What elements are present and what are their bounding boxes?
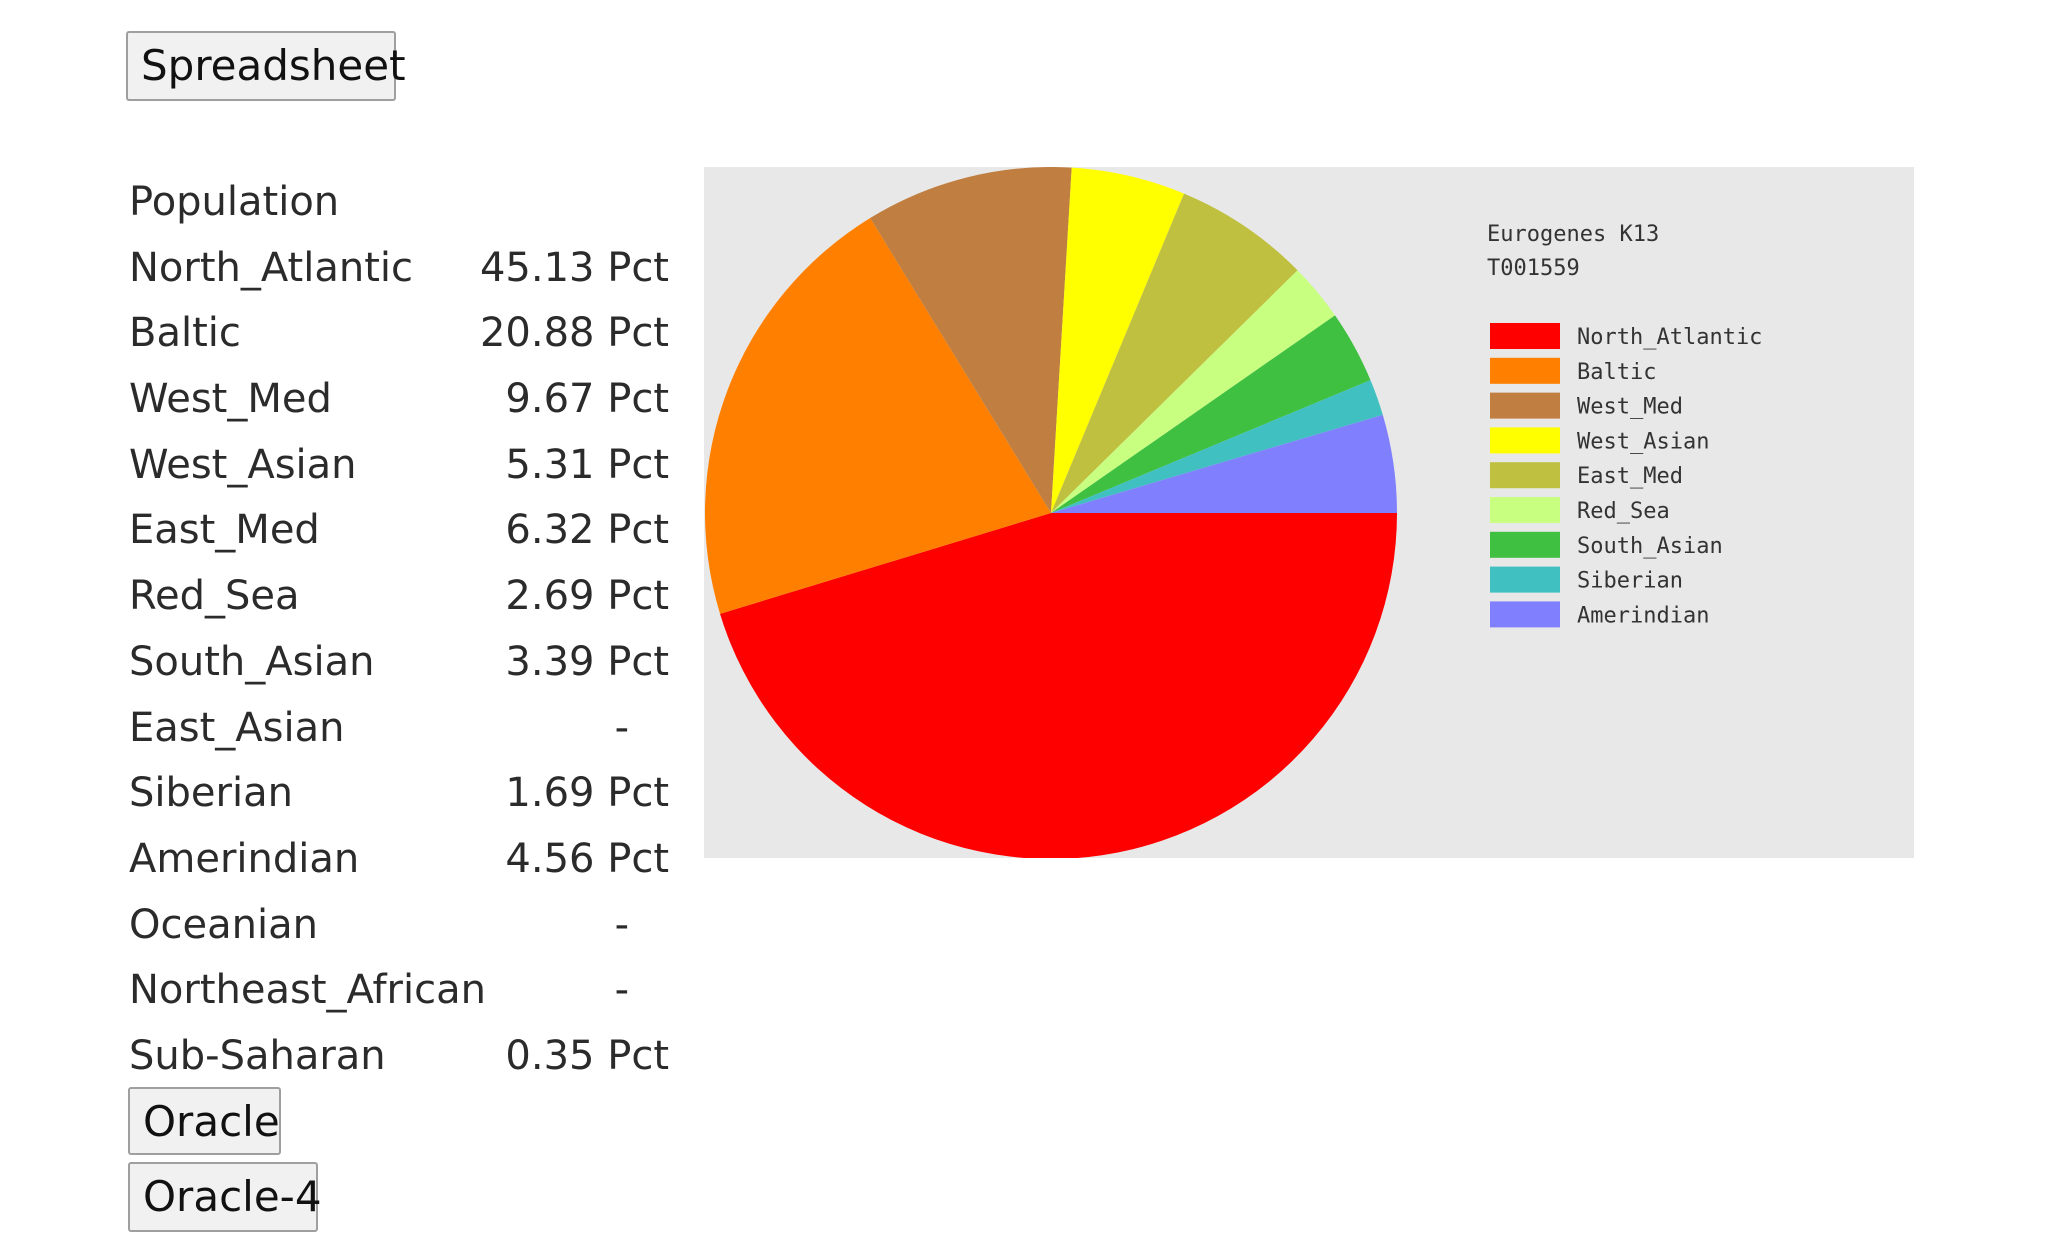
legend-label: Siberian [1577, 569, 1683, 594]
legend-label: Baltic [1577, 360, 1656, 385]
legend-swatch [1490, 427, 1560, 454]
table-row: East_Asian - [129, 696, 669, 762]
population-name: Northeast_African [129, 967, 486, 1014]
population-value: 20.88 Pct [479, 310, 669, 357]
population-value: 1.69 Pct [505, 770, 669, 817]
population-value: 45.13 Pct [479, 244, 669, 291]
table-row: North_Atlantic 45.13 Pct [129, 236, 669, 302]
legend-swatch [1490, 357, 1560, 384]
population-name: Siberian [129, 770, 293, 817]
table-row: Baltic 20.88 Pct [129, 301, 669, 367]
population-name: Amerindian [129, 835, 360, 882]
population-value: 9.67 Pct [505, 376, 669, 423]
population-value: - [614, 967, 629, 1014]
population-name: Red_Sea [129, 573, 300, 620]
population-value: - [614, 704, 629, 751]
table-header-population: Population [129, 179, 340, 225]
pie-slice-west-asian [1051, 167, 1185, 513]
population-name: West_Asian [129, 441, 357, 488]
legend-label: West_Med [1577, 395, 1683, 420]
legend-swatch [1490, 566, 1560, 593]
population-value: 3.39 Pct [505, 638, 669, 685]
table-row: Amerindian 4.56 Pct [129, 827, 669, 893]
legend-label: West_Asian [1577, 429, 1709, 454]
legend-label: East_Med [1577, 464, 1683, 489]
population-value: 6.32 Pct [505, 507, 669, 554]
chart-legend: North_Atlantic Baltic West_Med West_Asian Ea… [1490, 323, 1762, 628]
population-name: West_Med [129, 376, 332, 423]
legend-label: North_Atlantic [1577, 325, 1762, 350]
table-row: South_Asian 3.39 Pct [129, 630, 669, 696]
legend-label: South_Asian [1577, 534, 1723, 559]
pie-slices [704, 167, 1397, 858]
chart-title: Eurogenes K13 [1487, 222, 1659, 247]
pie-slice-east-med [1051, 193, 1298, 514]
chart-subtitle: T001559 [1487, 256, 1580, 281]
population-name: East_Asian [129, 704, 345, 751]
population-value: 5.31 Pct [505, 441, 669, 488]
pie-slice-baltic [704, 218, 1051, 614]
legend-swatch [1490, 462, 1560, 489]
pie-slice-west-med [870, 167, 1072, 513]
oracle-4-button[interactable]: Oracle-4 [128, 1162, 322, 1232]
legend-label: Amerindian [1577, 603, 1709, 628]
spreadsheet-button[interactable]: Spreadsheet [126, 31, 406, 101]
population-value: 2.69 Pct [505, 573, 669, 620]
pie-slice-siberian [1051, 380, 1383, 513]
population-name: South_Asian [129, 638, 375, 685]
population-name: East_Med [129, 507, 320, 554]
legend-swatch [1490, 601, 1560, 628]
table-row: East_Med 6.32 Pct [129, 498, 669, 564]
table-row: West_Med 9.67 Pct [129, 367, 669, 433]
table-row: Siberian 1.69 Pct [129, 761, 669, 827]
pie-slice-south-asian [1051, 315, 1371, 513]
table-row: Red_Sea 2.69 Pct [129, 564, 669, 630]
table-row: Oceanian - [129, 893, 669, 959]
legend-swatch [1490, 531, 1560, 558]
population-value: - [614, 901, 629, 948]
pie-chart-panel: Eurogenes K13 T001559 North_Atlantic Balt… [704, 167, 1914, 858]
population-value: 4.56 Pct [505, 835, 669, 882]
table-body: North_Atlantic 45.13 Pct Baltic 20.88 Pct We… [129, 236, 669, 1090]
table-row: Sub-Saharan 0.35 Pct [129, 1024, 669, 1090]
table-row: Northeast_African - [129, 958, 669, 1024]
pie-slice-north-atlantic [720, 513, 1397, 858]
legend-label: Red_Sea [1577, 499, 1670, 524]
pie-slice-amerindian [1051, 414, 1397, 513]
population-name: Oceanian [129, 901, 318, 948]
population-name: Baltic [129, 310, 241, 357]
population-value: 0.35 Pct [505, 1032, 669, 1079]
oracle-button[interactable]: Oracle [128, 1087, 281, 1155]
pie-chart: Eurogenes K13 T001559 North_Atlantic Balt… [704, 167, 1762, 858]
legend-swatch [1490, 323, 1560, 349]
population-table: Population North_Atlantic 45.13 Pct Baltic… [129, 170, 669, 1090]
population-name: North_Atlantic [129, 244, 413, 291]
pie-slice-red-sea [1051, 270, 1336, 513]
legend-swatch [1490, 392, 1560, 419]
table-row: West_Asian 5.31 Pct [129, 433, 669, 499]
table-header-row: Population [129, 170, 669, 236]
legend-swatch [1490, 497, 1560, 523]
population-name: Sub-Saharan [129, 1032, 386, 1079]
